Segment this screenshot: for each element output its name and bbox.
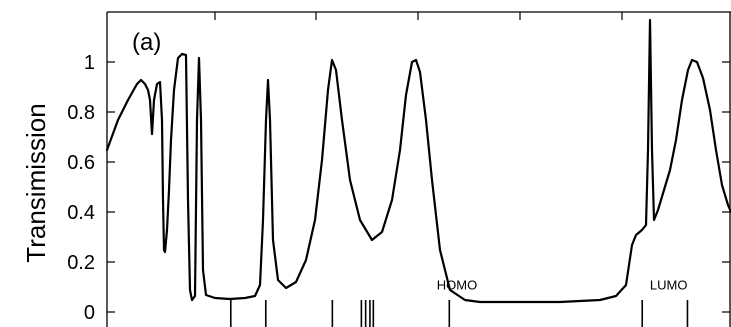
y-tick-label: 1 [84,52,95,74]
homo-label: HOMO [437,278,477,293]
y-tick-label: 0.8 [67,102,95,124]
transmission-curve [105,18,731,304]
panel-label: (a) [132,29,161,56]
level-lines [229,300,689,327]
y-tick-label: 0.2 [67,252,95,274]
y-tick-label: 0.6 [67,152,95,174]
axes [106,11,731,327]
y-tick-label: 0 [84,302,95,324]
text-group: 0 0.2 0.4 0.6 0.8 1 Transimission (a) HOMO LUMO [21,29,687,324]
series-group [105,18,731,304]
lumo-label: LUMO [650,278,688,293]
y-tick-label: 0.4 [67,202,95,224]
y-axis-title: Transimission [21,103,51,262]
